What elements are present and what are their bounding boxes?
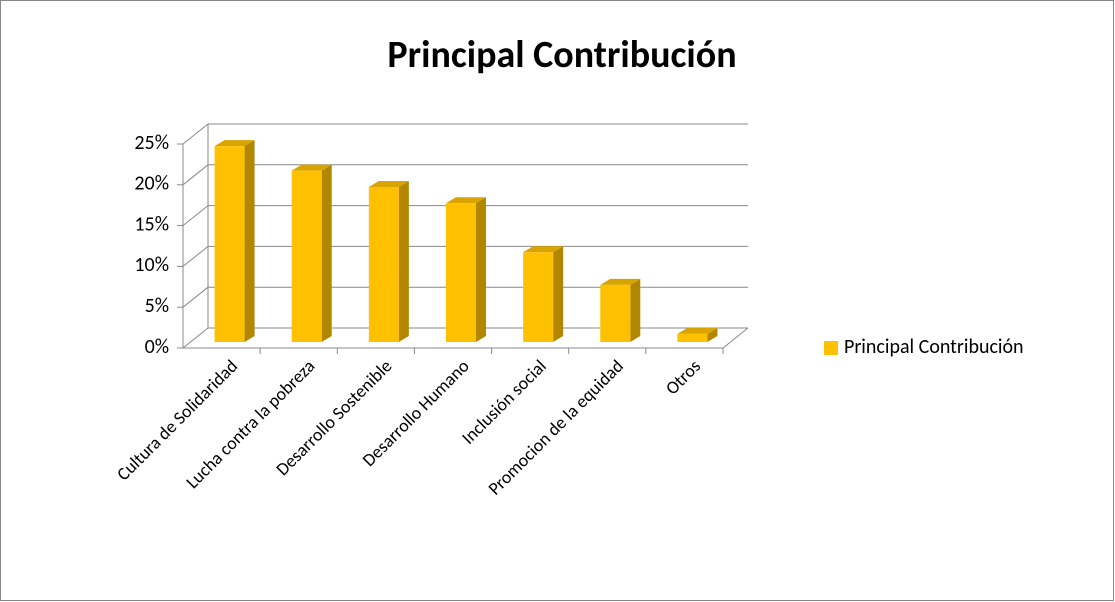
y-tick-label: 15% <box>134 212 169 236</box>
y-tick-label: 20% <box>134 172 169 196</box>
bar <box>446 203 476 342</box>
y-tick-label: 25% <box>134 131 169 155</box>
bar-top <box>214 140 255 147</box>
bar-top <box>291 164 332 171</box>
side-grid <box>182 246 209 267</box>
bar <box>523 252 554 342</box>
side-grid <box>182 286 209 308</box>
bar <box>677 333 708 342</box>
side-grid <box>182 164 209 186</box>
bar-side <box>476 197 486 342</box>
y-tick-label: 5% <box>145 294 169 318</box>
chart-title: Principal Contribución <box>387 32 736 78</box>
side-grid <box>182 327 209 349</box>
y-tick-label: 0% <box>145 335 169 359</box>
bar-top <box>600 278 641 285</box>
bar <box>368 186 399 342</box>
bar-side <box>321 164 332 342</box>
bar <box>214 146 245 342</box>
bar-side <box>707 327 718 342</box>
y-tick-label: 10% <box>134 253 169 277</box>
bar-top <box>368 180 409 187</box>
bar-side <box>398 180 409 342</box>
legend-label: Principal Contribución <box>844 335 1024 359</box>
bar-top <box>523 246 564 253</box>
legend-swatch <box>824 341 838 355</box>
bar-side <box>244 140 255 342</box>
side-grid <box>182 123 209 145</box>
bar <box>291 170 322 342</box>
bar-top <box>677 327 718 334</box>
bar-side <box>630 278 641 342</box>
bar-side <box>553 246 564 342</box>
side-grid <box>182 205 209 226</box>
bar-top <box>446 197 486 204</box>
bar <box>600 284 631 342</box>
